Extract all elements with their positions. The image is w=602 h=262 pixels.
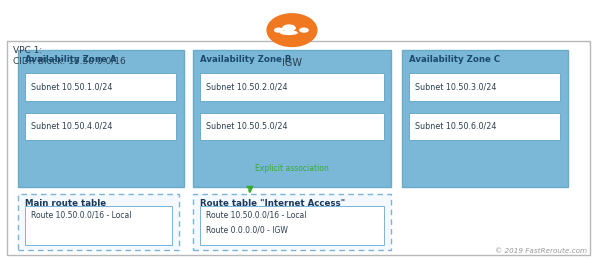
Ellipse shape (274, 28, 284, 33)
Ellipse shape (282, 24, 296, 32)
FancyBboxPatch shape (193, 194, 391, 250)
Text: Availability Zone A: Availability Zone A (25, 55, 117, 64)
Text: Subnet 10.50.6.0/24: Subnet 10.50.6.0/24 (415, 122, 497, 131)
Text: Explicit association: Explicit association (255, 164, 329, 173)
FancyBboxPatch shape (25, 113, 176, 140)
FancyBboxPatch shape (200, 206, 384, 245)
FancyBboxPatch shape (25, 206, 172, 245)
Text: CIDR Block: 10.50.0.0/16: CIDR Block: 10.50.0.0/16 (13, 56, 126, 65)
Text: Route 10.50.0.0/16 - Local: Route 10.50.0.0/16 - Local (206, 211, 306, 220)
Text: Route 10.50.0.0/16 - Local: Route 10.50.0.0/16 - Local (31, 211, 132, 220)
FancyBboxPatch shape (18, 194, 179, 250)
Text: Route 0.0.0.0/0 - IGW: Route 0.0.0.0/0 - IGW (206, 225, 288, 234)
FancyBboxPatch shape (200, 113, 384, 140)
Text: IGW: IGW (282, 58, 302, 68)
FancyBboxPatch shape (25, 73, 176, 101)
Text: Subnet 10.50.1.0/24: Subnet 10.50.1.0/24 (31, 83, 113, 92)
Ellipse shape (299, 28, 309, 33)
FancyBboxPatch shape (402, 50, 568, 187)
Ellipse shape (280, 30, 298, 35)
Text: Subnet 10.50.3.0/24: Subnet 10.50.3.0/24 (415, 83, 497, 92)
Text: © 2019 FastReroute.com: © 2019 FastReroute.com (495, 248, 587, 254)
FancyBboxPatch shape (18, 50, 184, 187)
Text: Availability Zone C: Availability Zone C (409, 55, 500, 64)
FancyBboxPatch shape (7, 41, 590, 255)
Text: Subnet 10.50.4.0/24: Subnet 10.50.4.0/24 (31, 122, 113, 131)
Text: VPC 1:: VPC 1: (13, 46, 43, 55)
Text: Subnet 10.50.5.0/24: Subnet 10.50.5.0/24 (206, 122, 287, 131)
FancyBboxPatch shape (200, 73, 384, 101)
FancyBboxPatch shape (193, 50, 391, 187)
Text: Main route table: Main route table (25, 199, 107, 208)
Text: Route table "Internet Access": Route table "Internet Access" (200, 199, 345, 208)
FancyBboxPatch shape (409, 113, 560, 140)
FancyBboxPatch shape (409, 73, 560, 101)
Text: Subnet 10.50.2.0/24: Subnet 10.50.2.0/24 (206, 83, 287, 92)
Text: Availability Zone B: Availability Zone B (200, 55, 291, 64)
Ellipse shape (266, 13, 317, 47)
